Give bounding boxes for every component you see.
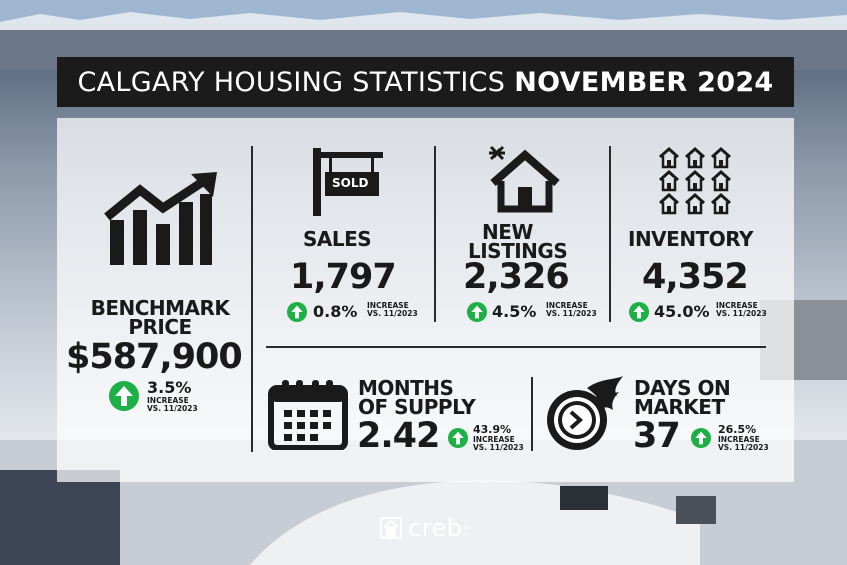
benchmark-period: VS. 11/2023 [147, 404, 198, 413]
inventory-heading: INVENTORY [628, 227, 754, 251]
new-listings-heading-line2: LISTINGS [468, 239, 568, 263]
creb-logo-icon [380, 517, 402, 539]
days-market-heading-line2: MARKET [634, 395, 725, 419]
houses-grid-icon [659, 147, 731, 215]
inventory-value: 4,352 [642, 257, 749, 297]
inventory-period: VS. 11/2023 [716, 309, 767, 318]
up-arrow-icon [287, 302, 307, 322]
small-house-icon [711, 147, 731, 169]
up-arrow-icon [691, 428, 711, 448]
calendar-icon [268, 380, 348, 450]
months-supply-change-label: INCREASE [473, 435, 515, 444]
small-house-icon [659, 169, 679, 192]
up-arrow-icon [629, 302, 649, 322]
small-house-icon [685, 192, 705, 215]
divider-vertical-2 [434, 146, 436, 322]
new-listings-heading-line1: NEW [482, 220, 533, 244]
benchmark-change-label: INCREASE [147, 396, 189, 405]
days-market-period: VS. 11/2023 [718, 443, 769, 452]
days-market-change: 26.5% [718, 423, 757, 436]
small-house-icon [685, 169, 705, 192]
divider-vertical-1 [251, 146, 253, 452]
days-market-change-label: INCREASE [718, 435, 760, 444]
creb-wordmark: creb [408, 514, 463, 542]
sold-sign-icon [313, 148, 383, 216]
sales-value: 1,797 [290, 257, 397, 297]
months-supply-heading-line2: OF SUPPLY [358, 395, 476, 419]
sales-change: 0.8% [313, 302, 358, 321]
house-icon [489, 145, 560, 213]
benchmark-heading-line1: BENCHMARK [90, 296, 230, 320]
new-listings-change-label: INCREASE [546, 301, 588, 310]
growth-chart-icon [104, 172, 217, 265]
sales-change-label: INCREASE [367, 301, 409, 310]
new-listings-period: VS. 11/2023 [546, 309, 597, 318]
benchmark-heading-line2: PRICE [128, 315, 192, 339]
up-arrow-icon [467, 302, 487, 322]
sales-heading: SALES [303, 227, 372, 251]
days-market-heading-line1: DAYS ON [634, 376, 731, 400]
fast-clock-icon [547, 376, 623, 450]
up-arrow-icon [109, 381, 139, 411]
sold-sign-text: SOLD [332, 176, 369, 190]
small-house-icon [659, 192, 679, 215]
benchmark-change: 3.5% [147, 378, 192, 397]
benchmark-value: $587,900 [66, 337, 243, 377]
inventory-change: 45.0% [654, 302, 710, 321]
sales-period: VS. 11/2023 [367, 309, 418, 318]
creb-registered-mark: ® [463, 524, 470, 532]
new-listings-change: 4.5% [492, 302, 537, 321]
divider-vertical-3 [609, 146, 611, 322]
small-house-icon [685, 147, 705, 169]
months-supply-heading-line1: MONTHS [358, 376, 454, 400]
days-market-value: 37 [633, 416, 681, 456]
months-supply-change: 43.9% [473, 423, 512, 436]
new-listings-value: 2,326 [463, 257, 570, 297]
inventory-change-label: INCREASE [716, 301, 758, 310]
title-banner: CALGARY HOUSING STATISTICS NOVEMBER 2024 [57, 57, 794, 107]
months-supply-period: VS. 11/2023 [473, 443, 524, 452]
title-date: NOVEMBER 2024 [514, 66, 774, 98]
divider-vertical-4 [531, 377, 533, 451]
up-arrow-icon [448, 428, 468, 448]
small-house-icon [711, 169, 731, 192]
small-house-icon [711, 192, 731, 215]
divider-horizontal [266, 346, 766, 348]
stats-panel [57, 118, 794, 482]
creb-logo[interactable]: creb ® [380, 514, 470, 542]
small-house-icon [659, 147, 679, 169]
title-text: CALGARY HOUSING STATISTICS [77, 66, 506, 98]
months-supply-value: 2.42 [357, 416, 440, 456]
